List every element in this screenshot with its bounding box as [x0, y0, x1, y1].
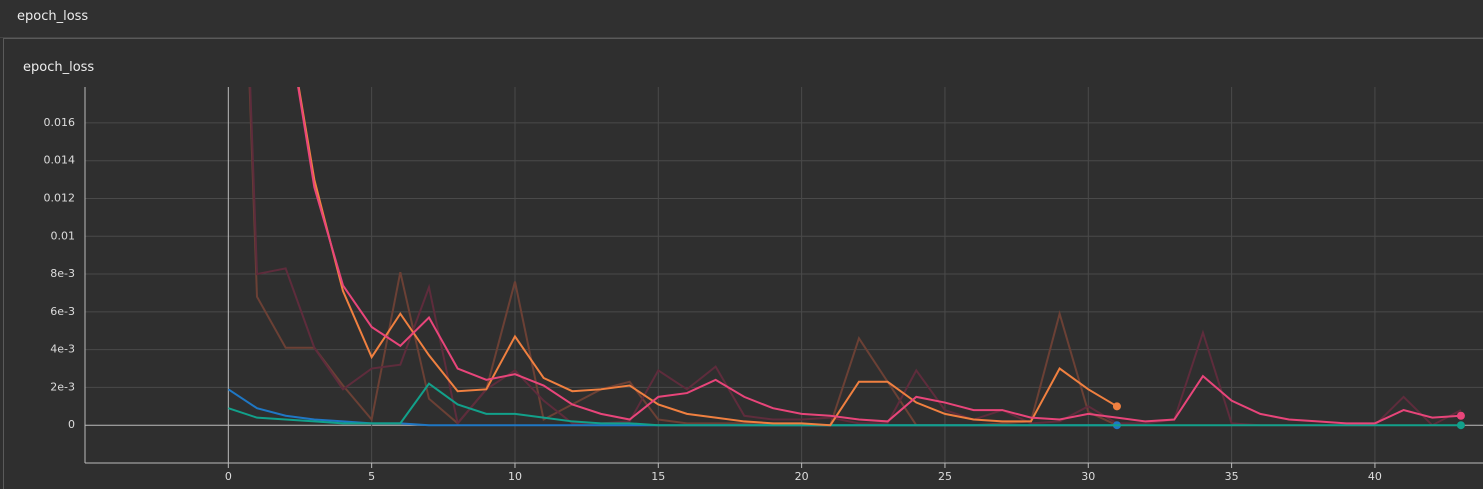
card-title: epoch_loss: [23, 60, 95, 75]
x-tick-label: 40: [1368, 470, 1382, 483]
x-tick-label: 30: [1081, 470, 1095, 483]
end-marker: [1112, 402, 1121, 411]
header-title: epoch_loss: [17, 9, 89, 24]
x-tick-label: 15: [651, 470, 665, 483]
x-tick-label: 5: [368, 470, 375, 483]
series-line: [228, 382, 1461, 427]
y-tick-label: 2e-3: [50, 380, 75, 393]
y-tick-label: 0.014: [44, 154, 76, 167]
x-tick-label: 25: [938, 470, 952, 483]
y-tick-label: 4e-3: [50, 343, 75, 356]
series-line: [248, 87, 1118, 427]
y-tick-label: 0.016: [44, 116, 76, 129]
series-line: [297, 87, 1118, 427]
y-tick-label: 0.01: [51, 229, 76, 242]
series-line: [297, 87, 1461, 425]
y-tick-label: 0: [68, 418, 75, 431]
x-tick-label: 20: [795, 470, 809, 483]
x-tick-label: 0: [225, 470, 232, 483]
y-tick-label: 0.012: [44, 191, 76, 204]
y-tick-label: 8e-3: [50, 267, 75, 280]
x-tick-label: 10: [508, 470, 522, 483]
series-line: [249, 87, 1462, 427]
end-marker: [1456, 421, 1465, 430]
end-marker: [1456, 411, 1465, 420]
x-tick-label: 35: [1225, 470, 1239, 483]
y-tick-label: 6e-3: [50, 305, 75, 318]
plot: [227, 87, 1465, 430]
top-bar: epoch_loss: [0, 0, 1483, 38]
